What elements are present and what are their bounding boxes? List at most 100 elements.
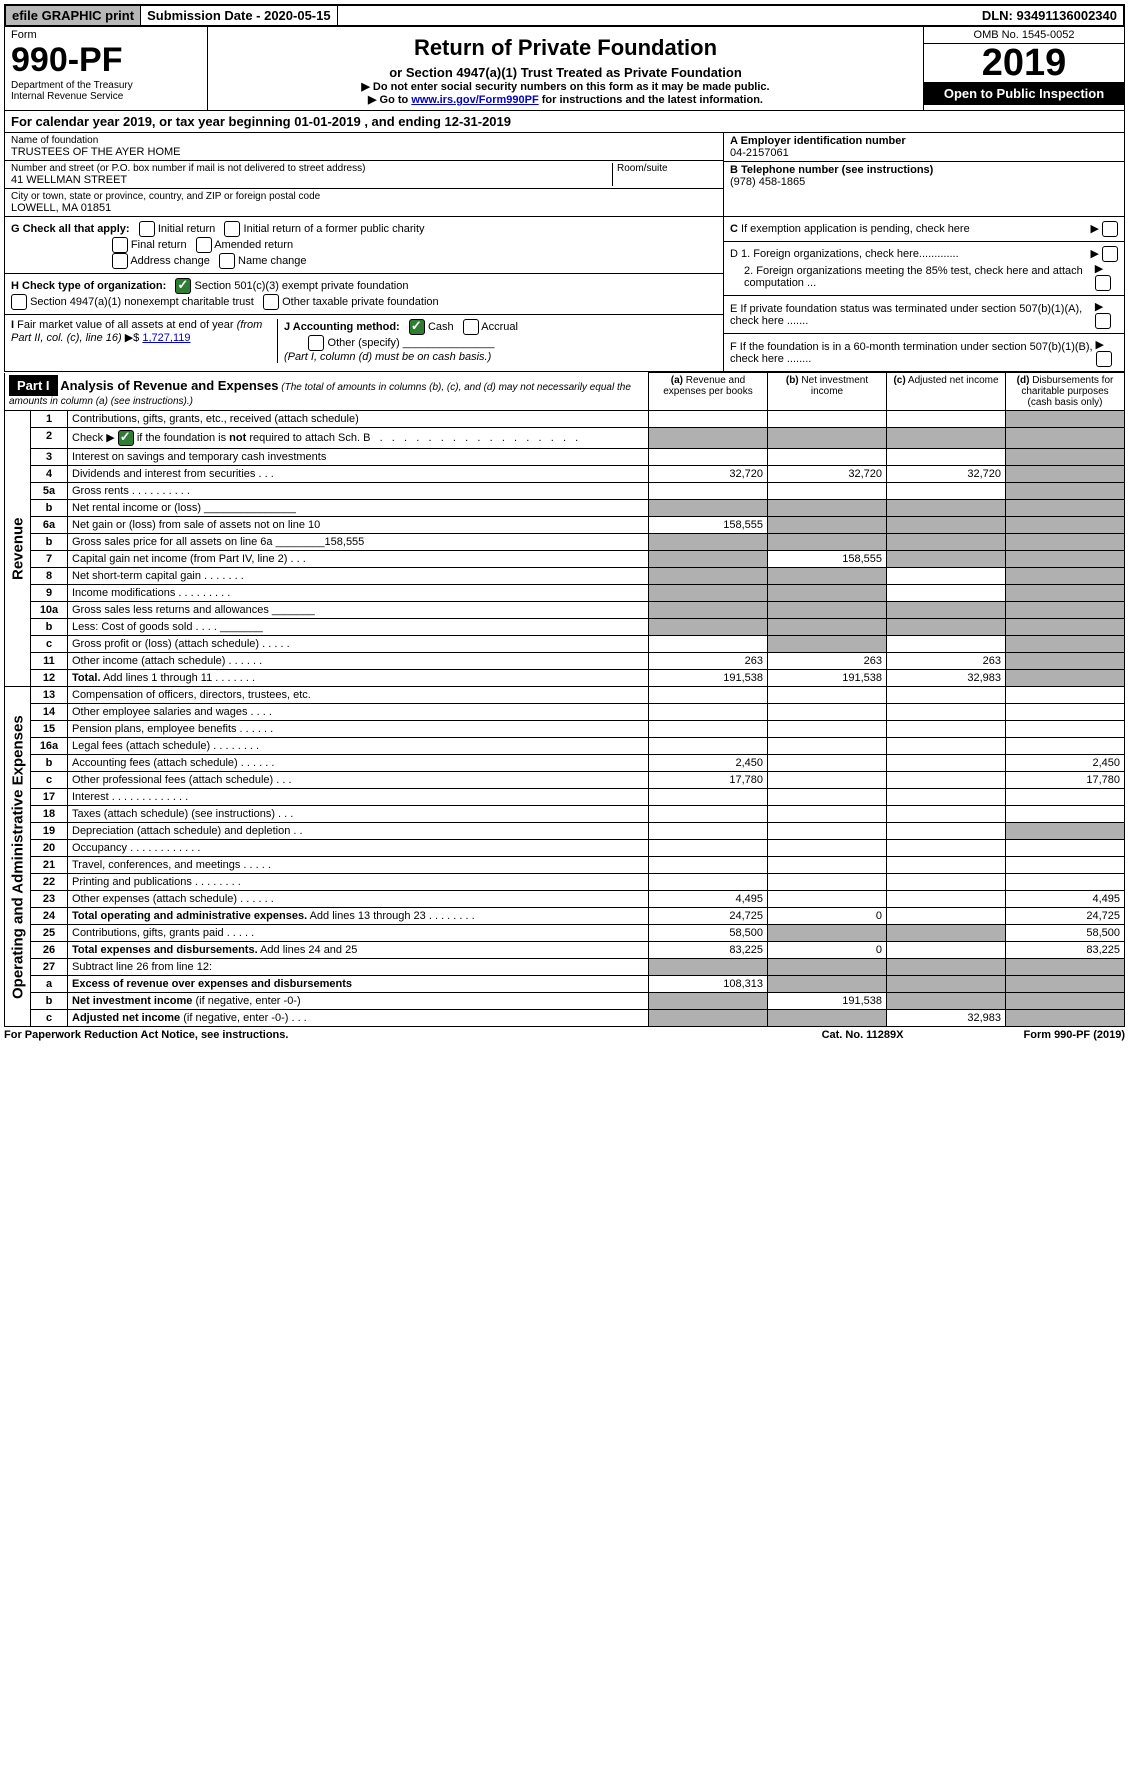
line-number: 19 (31, 823, 68, 840)
g-row: G Check all that apply: Initial return I… (5, 217, 723, 274)
amount-cell (887, 772, 1006, 789)
line-description: Net gain or (loss) from sale of assets n… (68, 517, 649, 534)
amount-cell (1006, 602, 1125, 619)
amount-cell: 263 (887, 653, 1006, 670)
amount-cell: 32,720 (649, 466, 768, 483)
address-change-check[interactable] (112, 253, 128, 269)
amount-cell (768, 619, 887, 636)
amount-cell (649, 704, 768, 721)
cash-check[interactable] (409, 319, 425, 335)
amount-cell (887, 840, 1006, 857)
amount-cell (649, 449, 768, 466)
amount-cell (1006, 411, 1125, 428)
telephone-cell: B Telephone number (see instructions) (9… (724, 162, 1124, 190)
amount-cell (649, 738, 768, 755)
amount-cell: 263 (649, 653, 768, 670)
amount-cell (1006, 704, 1125, 721)
header-center: Return of Private Foundation or Section … (208, 27, 923, 110)
amount-cell (649, 721, 768, 738)
table-row: 25Contributions, gifts, grants paid . . … (5, 925, 1125, 942)
line-number: 18 (31, 806, 68, 823)
table-row: 15Pension plans, employee benefits . . .… (5, 721, 1125, 738)
amount-cell (768, 585, 887, 602)
page-footer: For Paperwork Reduction Act Notice, see … (4, 1027, 1125, 1041)
amount-cell: 58,500 (1006, 925, 1125, 942)
amount-cell (768, 1010, 887, 1027)
line-number: 5a (31, 483, 68, 500)
other-method-check[interactable] (308, 335, 324, 351)
line-description: Less: Cost of goods sold . . . . _______ (68, 619, 649, 636)
amount-cell (649, 551, 768, 568)
name-change-check[interactable] (219, 253, 235, 269)
e-check[interactable] (1095, 313, 1111, 329)
d2-check[interactable] (1095, 275, 1111, 291)
line-number: 26 (31, 942, 68, 959)
amount-cell (887, 789, 1006, 806)
line-number: 9 (31, 585, 68, 602)
d1-check[interactable] (1102, 246, 1118, 262)
amount-cell (649, 789, 768, 806)
line-number: 10a (31, 602, 68, 619)
line-number: 7 (31, 551, 68, 568)
amount-cell: 17,780 (1006, 772, 1125, 789)
amount-cell (887, 738, 1006, 755)
line-description: Interest . . . . . . . . . . . . . (68, 789, 649, 806)
line-number: b (31, 619, 68, 636)
check-section: G Check all that apply: Initial return I… (4, 217, 1125, 372)
other-taxable-check[interactable] (263, 294, 279, 310)
tax-year: 2019 (924, 44, 1124, 82)
line-number: 3 (31, 449, 68, 466)
table-row: 9Income modifications . . . . . . . . . (5, 585, 1125, 602)
amount-cell: 2,450 (649, 755, 768, 772)
accrual-check[interactable] (463, 319, 479, 335)
line-number: 25 (31, 925, 68, 942)
c-check[interactable] (1102, 221, 1118, 237)
line-description: Gross profit or (loss) (attach schedule)… (68, 636, 649, 653)
amount-cell: 0 (768, 942, 887, 959)
sch-b-check[interactable] (118, 430, 134, 446)
initial-return-pc-check[interactable] (224, 221, 240, 237)
line-description: Interest on savings and temporary cash i… (68, 449, 649, 466)
amount-cell (649, 993, 768, 1010)
amount-cell (1006, 517, 1125, 534)
line-description: Excess of revenue over expenses and disb… (68, 976, 649, 993)
amount-cell: 32,720 (887, 466, 1006, 483)
line-number: 17 (31, 789, 68, 806)
amount-cell (887, 857, 1006, 874)
irs-link[interactable]: www.irs.gov/Form990PF (411, 94, 538, 106)
amount-cell (768, 840, 887, 857)
4947-check[interactable] (11, 294, 27, 310)
amended-return-check[interactable] (196, 237, 212, 253)
line-description: Total operating and administrative expen… (68, 908, 649, 925)
table-row: 4Dividends and interest from securities … (5, 466, 1125, 483)
amount-cell (1006, 483, 1125, 500)
amount-cell (887, 428, 1006, 449)
line-description: Other income (attach schedule) . . . . .… (68, 653, 649, 670)
line-description: Legal fees (attach schedule) . . . . . .… (68, 738, 649, 755)
amount-cell (649, 483, 768, 500)
part1-label: Part I (9, 375, 58, 396)
amount-cell (768, 789, 887, 806)
revenue-side-label: Revenue (5, 411, 31, 687)
amount-cell (1006, 653, 1125, 670)
top-bar: efile GRAPHIC print Submission Date - 20… (4, 4, 1125, 27)
table-row: 12Total. Add lines 1 through 11 . . . . … (5, 670, 1125, 687)
fmv-link[interactable]: 1,727,119 (142, 332, 190, 344)
amount-cell (768, 534, 887, 551)
table-row: 16aLegal fees (attach schedule) . . . . … (5, 738, 1125, 755)
amount-cell: 58,500 (649, 925, 768, 942)
amount-cell (1006, 993, 1125, 1010)
table-row: 2Check ▶ if the foundation is not requir… (5, 428, 1125, 449)
amount-cell (768, 976, 887, 993)
final-return-check[interactable] (112, 237, 128, 253)
f-check[interactable] (1096, 351, 1112, 367)
amount-cell (768, 857, 887, 874)
entity-right: A Employer identification number 04-2157… (724, 133, 1124, 216)
amount-cell (768, 755, 887, 772)
501c3-check[interactable] (175, 278, 191, 294)
part1-header-cell: Part I Analysis of Revenue and Expenses … (5, 373, 649, 411)
line-description: Travel, conferences, and meetings . . . … (68, 857, 649, 874)
subtitle: or Section 4947(a)(1) Trust Treated as P… (214, 65, 917, 80)
amount-cell: 108,313 (649, 976, 768, 993)
initial-return-check[interactable] (139, 221, 155, 237)
